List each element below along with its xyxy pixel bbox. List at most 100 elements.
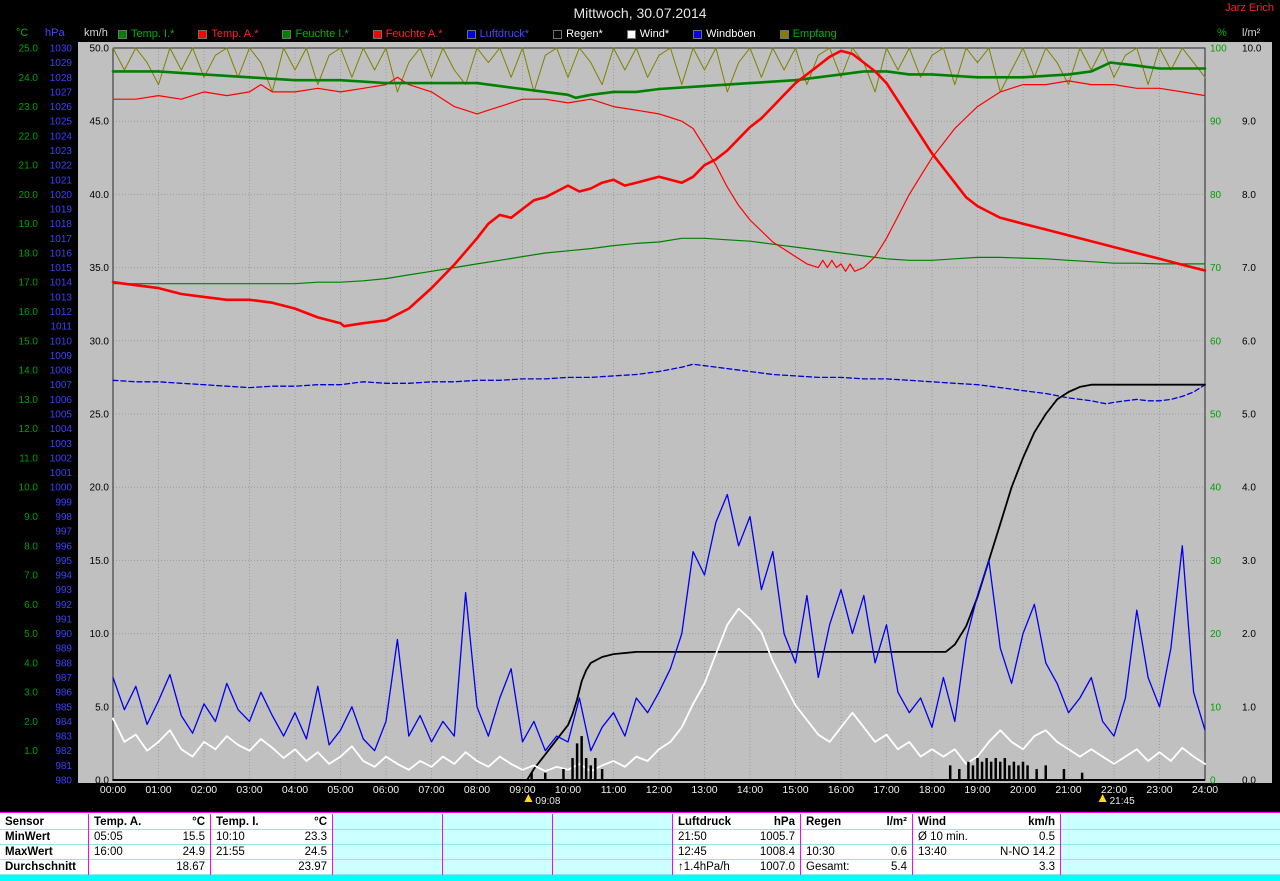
stats-cell: 21:50 1005.7 — [673, 830, 800, 845]
stats-col-temp_a: Temp. A. °C 05:05 15.5 16:00 24.9 18.67 — [88, 814, 210, 875]
svg-text:993: 993 — [55, 585, 72, 596]
stats-col-temp_i: Temp. I. °C 10:10 23.3 21:55 24.5 23.97 — [210, 814, 332, 875]
svg-text:30.0: 30.0 — [90, 336, 110, 347]
svg-text:1029: 1029 — [50, 58, 73, 69]
svg-text:50.0: 50.0 — [90, 44, 110, 55]
svg-text:1005: 1005 — [50, 410, 73, 421]
svg-text:17:00: 17:00 — [873, 784, 899, 796]
stats-cell — [443, 814, 552, 830]
stats-cell — [1061, 845, 1280, 860]
svg-text:995: 995 — [55, 556, 72, 567]
svg-text:982: 982 — [55, 746, 72, 757]
legend-item-windboeen: Windböen — [693, 28, 756, 40]
svg-text:05:00: 05:00 — [327, 784, 353, 796]
svg-text:18:00: 18:00 — [919, 784, 945, 796]
stats-cell — [553, 860, 672, 875]
svg-text:15:00: 15:00 — [782, 784, 808, 796]
svg-text:1013: 1013 — [50, 292, 73, 303]
svg-text:1011: 1011 — [50, 322, 72, 333]
stats-cell: Ø 10 min. 0.5 — [913, 830, 1060, 845]
stats-cell: Luftdruck hPa — [673, 814, 800, 830]
title-bar: Mittwoch, 30.07.2014 Jarz Erich — [0, 0, 1280, 26]
stats-cell — [333, 845, 442, 860]
regen-swatch-icon — [553, 29, 563, 39]
svg-text:09:08: 09:08 — [535, 796, 560, 807]
stats-cell: 13:40 N-NO 14.2 — [913, 845, 1060, 860]
stats-value: Ø 10 min. — [918, 831, 968, 843]
stats-value: Temp. A. — [94, 815, 142, 828]
svg-text:1002: 1002 — [50, 453, 73, 464]
svg-text:21:45: 21:45 — [1110, 796, 1135, 807]
svg-text:1030: 1030 — [50, 44, 73, 55]
page-title: Mittwoch, 30.07.2014 — [573, 5, 707, 21]
svg-text:1024: 1024 — [50, 131, 73, 142]
stats-cell: 10:10 23.3 — [211, 830, 332, 845]
svg-text:1028: 1028 — [50, 73, 73, 84]
stats-value: 16:00 — [94, 846, 123, 858]
svg-text:12:00: 12:00 — [646, 784, 672, 796]
stats-value: km/h — [1028, 815, 1055, 828]
svg-text:3.0: 3.0 — [1242, 556, 1256, 567]
svg-text:1021: 1021 — [50, 175, 73, 186]
stats-cell — [553, 830, 672, 845]
stats-value: Temp. I. — [216, 815, 259, 828]
stats-value: Luftdruck — [678, 815, 732, 828]
svg-text:45.0: 45.0 — [90, 117, 110, 128]
legend-label: Feuchte A.* — [385, 28, 443, 40]
unit-label-hpa: hPa — [45, 27, 65, 39]
svg-text:9.0: 9.0 — [24, 512, 38, 523]
svg-text:1010: 1010 — [50, 336, 73, 347]
svg-text:14.0: 14.0 — [19, 366, 39, 377]
marker-arrow-icon — [524, 794, 533, 802]
svg-text:17.0: 17.0 — [19, 278, 39, 289]
unit-label-celsius: °C — [16, 27, 29, 39]
svg-text:04:00: 04:00 — [282, 784, 308, 796]
stats-col-empty — [442, 814, 552, 875]
stats-value: 5.4 — [891, 861, 907, 873]
svg-text:1014: 1014 — [50, 278, 73, 289]
stats-value: Regen — [806, 815, 842, 828]
svg-text:989: 989 — [55, 644, 72, 655]
y-axis-kmh-ticks: 0.0 5.0 10.0 15.0 20.0 25.0 30.0 35.0 40.0 45.0 50… — [90, 44, 110, 787]
stats-cell: Sensor — [0, 814, 88, 830]
svg-text:1004: 1004 — [50, 424, 73, 435]
feuchte-a-swatch-icon — [372, 29, 382, 39]
svg-text:996: 996 — [55, 541, 72, 552]
stats-cell: 10:30 0.6 — [801, 845, 912, 860]
svg-text:1001: 1001 — [50, 468, 73, 479]
svg-text:5.0: 5.0 — [95, 702, 109, 713]
svg-text:4.0: 4.0 — [1242, 483, 1256, 494]
svg-text:10:00: 10:00 — [555, 784, 581, 796]
svg-text:21.0: 21.0 — [19, 161, 39, 172]
stats-value: Durchschnitt — [5, 861, 76, 873]
legend-items: Temp. I.* Temp. A.* Feuchte I.* Feuchte A.*… — [118, 26, 837, 42]
stats-value: 24.9 — [182, 846, 205, 858]
svg-text:30: 30 — [1210, 556, 1222, 567]
legend-item-regen: Regen* — [553, 28, 603, 40]
svg-text:13.0: 13.0 — [19, 395, 39, 406]
svg-text:1027: 1027 — [50, 87, 73, 98]
user-name: Jarz Erich — [1225, 2, 1274, 14]
marker-arrow-icon — [1098, 794, 1107, 802]
svg-text:6.0: 6.0 — [24, 600, 38, 611]
stats-value: 3.3 — [1039, 861, 1055, 873]
svg-text:9.0: 9.0 — [1242, 117, 1256, 128]
svg-text:980: 980 — [55, 776, 72, 787]
svg-text:1017: 1017 — [50, 234, 73, 245]
legend-label: Wind* — [639, 28, 670, 40]
svg-text:07:00: 07:00 — [418, 784, 444, 796]
svg-text:1020: 1020 — [50, 190, 73, 201]
svg-text:984: 984 — [55, 717, 72, 728]
stats-cell: 16:00 24.9 — [89, 845, 210, 860]
stats-table: Sensor MinWert MaxWert Durchschnitt Temp. A.… — [0, 812, 1280, 881]
svg-text:1007: 1007 — [50, 380, 73, 391]
legend-label: Windböen — [706, 28, 756, 40]
svg-text:5.0: 5.0 — [24, 629, 38, 640]
y-axis-lm2-ticks: 0.0 1.0 2.0 3.0 4.0 5.0 6.0 7.0 8.0 9.0 10.0 — [1242, 44, 1262, 787]
series-feuchte-i-line — [112, 237, 1206, 285]
svg-text:991: 991 — [55, 614, 72, 625]
stats-value: 21:55 — [216, 846, 245, 858]
time-marker-0908: 09:08 — [524, 794, 561, 807]
svg-text:1018: 1018 — [50, 219, 73, 230]
